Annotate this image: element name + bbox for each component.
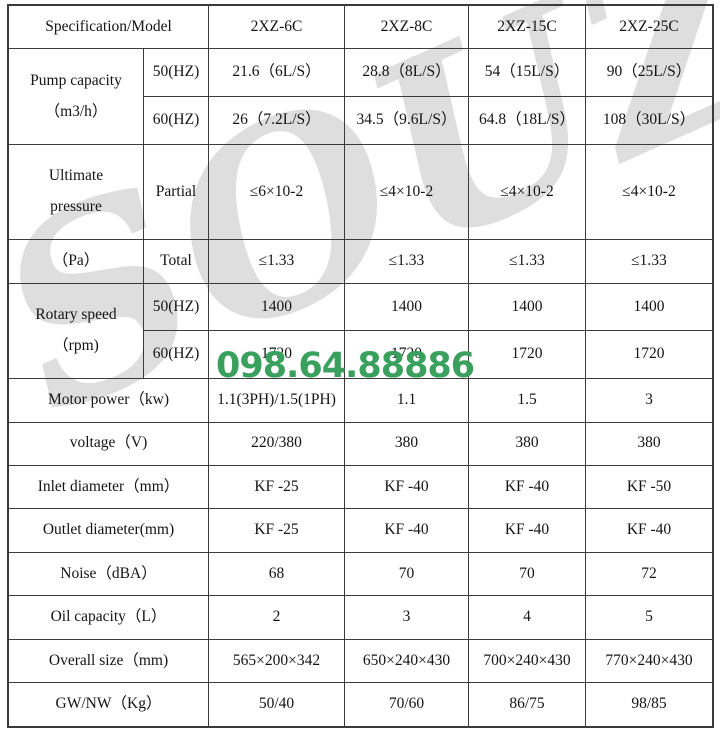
header-spec-label: Specification/Model xyxy=(8,4,209,50)
cell-outlet-1: KF -25 xyxy=(208,508,345,553)
cell-noise-4: 72 xyxy=(585,551,713,597)
cell-pump60-3: 64.8（18L/S） xyxy=(468,96,586,145)
cell-noise-1: 68 xyxy=(208,551,345,597)
cell-size-2: 650×240×430 xyxy=(344,638,469,684)
row-label-outlet-diameter: Outlet diameter(mm) xyxy=(8,508,209,553)
cell-rotary60-3: 1720 xyxy=(468,330,586,380)
table-row-inlet-diameter: Inlet diameter（mm） KF -25 KF -40 KF -40 … xyxy=(8,464,713,510)
cell-size-1: 565×200×342 xyxy=(208,638,345,684)
cell-total-3: ≤1.33 xyxy=(468,239,586,284)
row-sub-rotary-60hz: 60(HZ) xyxy=(143,330,209,380)
table-row-overall-size: Overall size（mm) 565×200×342 650×240×430… xyxy=(8,638,713,684)
table-row-oil-capacity: Oil capacity（L） 2 3 4 5 xyxy=(8,595,713,640)
row-label-overall-size: Overall size（mm) xyxy=(8,638,209,684)
cell-partial-1: ≤6×10-2 xyxy=(208,143,345,241)
row-label-ultimate-pressure: Ultimate pressure xyxy=(8,143,144,241)
cell-rotary60-4: 1720 xyxy=(585,330,713,380)
row-label-gw-nw: GW/NW（Kg） xyxy=(8,682,209,727)
header-model-2: 2XZ-8C xyxy=(344,4,469,50)
cell-noise-2: 70 xyxy=(344,551,469,597)
row-label-oil-capacity: Oil capacity（L） xyxy=(8,595,209,640)
table-row-rotary-speed-50hz: Rotary speed （rpm) 50(HZ) 1400 1400 1400… xyxy=(8,282,713,380)
cell-rotary50-1: 1400 xyxy=(208,282,345,332)
cell-inlet-2: KF -40 xyxy=(344,464,469,510)
header-model-4: 2XZ-25C xyxy=(585,4,713,50)
cell-inlet-3: KF -40 xyxy=(468,464,586,510)
cell-pump60-1: 26（7.2L/S） xyxy=(208,96,345,145)
cell-pump50-4: 90（25L/S） xyxy=(585,48,713,98)
cell-voltage-4: 380 xyxy=(585,421,713,466)
cell-outlet-3: KF -40 xyxy=(468,508,586,553)
cell-motor-power-1: 1.1(3PH)/1.5(1PH) xyxy=(208,378,345,423)
row-label-voltage: voltage（V) xyxy=(8,421,209,466)
cell-oil-1: 2 xyxy=(208,595,345,640)
cell-pump60-4: 108（30L/S） xyxy=(585,96,713,145)
cell-inlet-1: KF -25 xyxy=(208,464,345,510)
cell-size-4: 770×240×430 xyxy=(585,638,713,684)
cell-voltage-3: 380 xyxy=(468,421,586,466)
row-sub-pump-60hz: 60(HZ) xyxy=(143,96,209,145)
table-row-rotary-speed-60hz: 60(HZ) 1720 1720 1720 1720 xyxy=(9,330,713,380)
table-row-pump-capacity-60hz: 60(HZ) 26（7.2L/S） 34.5（9.6L/S） 64.8（18L/… xyxy=(9,96,713,145)
row-sub-pump-50hz: 50(HZ) xyxy=(143,48,209,98)
row-label-noise: Noise（dBA） xyxy=(8,551,209,597)
row-label-pump-capacity: Pump capacity （m3/h） xyxy=(8,48,144,145)
row-label-motor-power: Motor power（kw) xyxy=(8,378,209,423)
cell-motor-power-2: 1.1 xyxy=(344,378,469,423)
cell-oil-2: 3 xyxy=(344,595,469,640)
cell-outlet-2: KF -40 xyxy=(344,508,469,553)
header-model-1: 2XZ-6C xyxy=(208,4,345,50)
cell-rotary50-2: 1400 xyxy=(344,282,469,332)
cell-noise-3: 70 xyxy=(468,551,586,597)
row-sub-rotary-50hz: 50(HZ) xyxy=(143,282,209,332)
cell-gwnw-2: 70/60 xyxy=(344,682,469,727)
row-label-rotary-speed: Rotary speed （rpm) xyxy=(8,282,144,380)
cell-pump50-1: 21.6（6L/S） xyxy=(208,48,345,98)
cell-gwnw-4: 98/85 xyxy=(585,682,713,727)
cell-outlet-4: KF -40 xyxy=(585,508,713,553)
specification-table: Specification/Model 2XZ-6C 2XZ-8C 2XZ-15… xyxy=(7,4,714,728)
table-row-ultimate-pressure-total: （Pa） Total ≤1.33 ≤1.33 ≤1.33 ≤1.33 xyxy=(8,239,713,284)
table-header-row: Specification/Model 2XZ-6C 2XZ-8C 2XZ-15… xyxy=(8,4,713,50)
row-label-inlet-diameter: Inlet diameter（mm） xyxy=(8,464,209,510)
row-sub-total: Total xyxy=(143,239,209,284)
cell-size-3: 700×240×430 xyxy=(468,638,586,684)
table-row-noise: Noise（dBA） 68 70 70 72 xyxy=(8,551,713,597)
cell-partial-4: ≤4×10-2 xyxy=(585,143,713,241)
header-model-3: 2XZ-15C xyxy=(468,4,586,50)
cell-total-1: ≤1.33 xyxy=(208,239,345,284)
cell-voltage-2: 380 xyxy=(344,421,469,466)
row-label-pressure-unit: （Pa） xyxy=(8,239,144,284)
table-row-ultimate-pressure-partial: Ultimate pressure Partial ≤6×10-2 ≤4×10-… xyxy=(8,143,713,241)
cell-voltage-1: 220/380 xyxy=(208,421,345,466)
cell-pump50-3: 54（15L/S） xyxy=(468,48,586,98)
cell-pump50-2: 28.8（8L/S） xyxy=(344,48,469,98)
cell-total-4: ≤1.33 xyxy=(585,239,713,284)
table-row-motor-power: Motor power（kw) 1.1(3PH)/1.5(1PH) 1.1 1.… xyxy=(8,378,713,423)
cell-rotary50-3: 1400 xyxy=(468,282,586,332)
cell-oil-4: 5 xyxy=(585,595,713,640)
cell-total-2: ≤1.33 xyxy=(344,239,469,284)
cell-motor-power-4: 3 xyxy=(585,378,713,423)
cell-gwnw-3: 86/75 xyxy=(468,682,586,727)
cell-rotary60-2: 1720 xyxy=(344,330,469,380)
cell-pump60-2: 34.5（9.6L/S） xyxy=(344,96,469,145)
cell-partial-2: ≤4×10-2 xyxy=(344,143,469,241)
cell-motor-power-3: 1.5 xyxy=(468,378,586,423)
table-row-outlet-diameter: Outlet diameter(mm) KF -25 KF -40 KF -40… xyxy=(8,508,713,553)
cell-gwnw-1: 50/40 xyxy=(208,682,345,727)
table-row-voltage: voltage（V) 220/380 380 380 380 xyxy=(8,421,713,466)
cell-rotary50-4: 1400 xyxy=(585,282,713,332)
cell-oil-3: 4 xyxy=(468,595,586,640)
table-row-gw-nw: GW/NW（Kg） 50/40 70/60 86/75 98/85 xyxy=(8,682,713,727)
cell-inlet-4: KF -50 xyxy=(585,464,713,510)
cell-partial-3: ≤4×10-2 xyxy=(468,143,586,241)
table-row-pump-capacity-50hz: Pump capacity （m3/h） 50(HZ) 21.6（6L/S） 2… xyxy=(8,48,713,145)
row-sub-partial: Partial xyxy=(143,143,209,241)
cell-rotary60-1: 1720 xyxy=(208,330,345,380)
specification-table-wrapper: Specification/Model 2XZ-6C 2XZ-8C 2XZ-15… xyxy=(7,4,714,728)
